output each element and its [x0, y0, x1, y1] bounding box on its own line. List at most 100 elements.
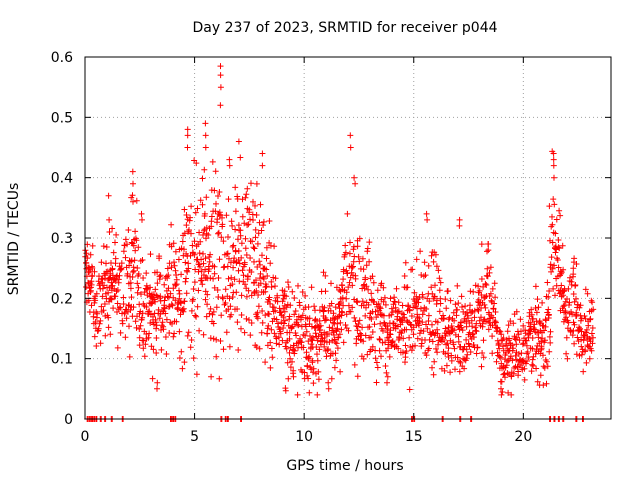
data-point	[389, 339, 396, 346]
data-point	[198, 268, 205, 275]
data-point	[289, 288, 296, 295]
data-point	[236, 260, 243, 267]
data-point	[139, 310, 146, 317]
data-point	[478, 314, 484, 321]
data-point	[437, 279, 444, 286]
data-point	[218, 234, 225, 241]
data-point	[291, 295, 298, 301]
data-point	[223, 329, 230, 336]
data-point	[316, 346, 323, 353]
data-point	[461, 365, 468, 372]
data-point	[187, 214, 194, 221]
data-point	[310, 334, 316, 341]
data-point	[217, 338, 224, 344]
data-point	[455, 333, 462, 340]
data-point	[204, 291, 211, 298]
data-point	[134, 265, 141, 271]
data-point	[498, 378, 505, 385]
data-point	[259, 150, 266, 157]
data-point	[475, 307, 482, 314]
data-point	[181, 206, 188, 213]
data-point	[308, 284, 315, 291]
data-point	[127, 307, 134, 313]
data-point	[304, 362, 311, 369]
data-point	[342, 242, 349, 249]
data-point	[496, 345, 503, 352]
data-point	[331, 364, 338, 371]
data-point	[253, 180, 260, 187]
data-point	[465, 315, 472, 322]
data-point	[184, 132, 191, 139]
data-point	[145, 334, 152, 341]
x-tick-label: 5	[190, 429, 199, 445]
data-point	[567, 274, 573, 281]
data-point	[573, 351, 580, 358]
data-point	[581, 313, 588, 319]
data-point	[474, 306, 481, 313]
data-point	[181, 298, 188, 305]
data-point	[373, 359, 380, 366]
data-point	[380, 312, 387, 319]
data-point	[310, 380, 317, 387]
data-point	[105, 289, 112, 296]
data-point	[363, 283, 370, 290]
data-point	[182, 278, 189, 285]
data-point	[406, 307, 413, 314]
data-point	[148, 300, 155, 307]
data-point	[150, 346, 157, 353]
data-point	[518, 328, 524, 335]
data-point	[255, 292, 262, 298]
data-point	[191, 238, 198, 245]
data-point	[580, 368, 587, 375]
data-point	[267, 339, 274, 346]
data-point	[533, 365, 540, 372]
data-point	[451, 317, 458, 324]
data-point	[549, 221, 556, 228]
data-point	[125, 227, 132, 233]
data-point	[173, 318, 180, 325]
data-point	[181, 359, 188, 366]
data-point	[276, 341, 283, 348]
data-point	[147, 320, 154, 326]
data-point	[247, 255, 254, 261]
data-point	[540, 352, 546, 359]
data-point	[197, 238, 204, 245]
data-point	[436, 308, 443, 315]
data-point	[356, 258, 363, 265]
data-point	[340, 276, 347, 283]
data-point	[141, 353, 148, 360]
data-point	[225, 306, 232, 313]
data-point	[106, 216, 113, 223]
data-point	[213, 200, 219, 207]
data-point	[545, 311, 552, 318]
data-point	[275, 334, 282, 341]
data-point	[94, 310, 101, 317]
data-point	[342, 249, 349, 256]
data-point	[317, 326, 323, 333]
data-point	[360, 338, 367, 345]
data-point	[127, 258, 134, 265]
data-point	[207, 335, 214, 342]
data-point	[110, 249, 117, 256]
data-point	[570, 291, 577, 297]
data-point	[426, 298, 433, 305]
data-point	[456, 216, 463, 223]
data-point	[97, 317, 104, 324]
data-point	[382, 339, 389, 346]
data-point	[176, 290, 183, 297]
data-point	[382, 363, 389, 369]
data-point	[286, 349, 293, 356]
data-point	[226, 162, 233, 169]
data-point	[483, 282, 490, 288]
data-point	[384, 379, 390, 386]
data-point	[473, 328, 480, 335]
data-point	[498, 385, 504, 392]
data-point	[229, 294, 236, 300]
data-point	[190, 296, 196, 303]
data-point	[271, 330, 278, 337]
data-point	[375, 300, 382, 307]
data-point	[313, 344, 320, 350]
data-point	[417, 305, 424, 312]
data-point	[280, 325, 287, 331]
data-point	[122, 236, 129, 243]
